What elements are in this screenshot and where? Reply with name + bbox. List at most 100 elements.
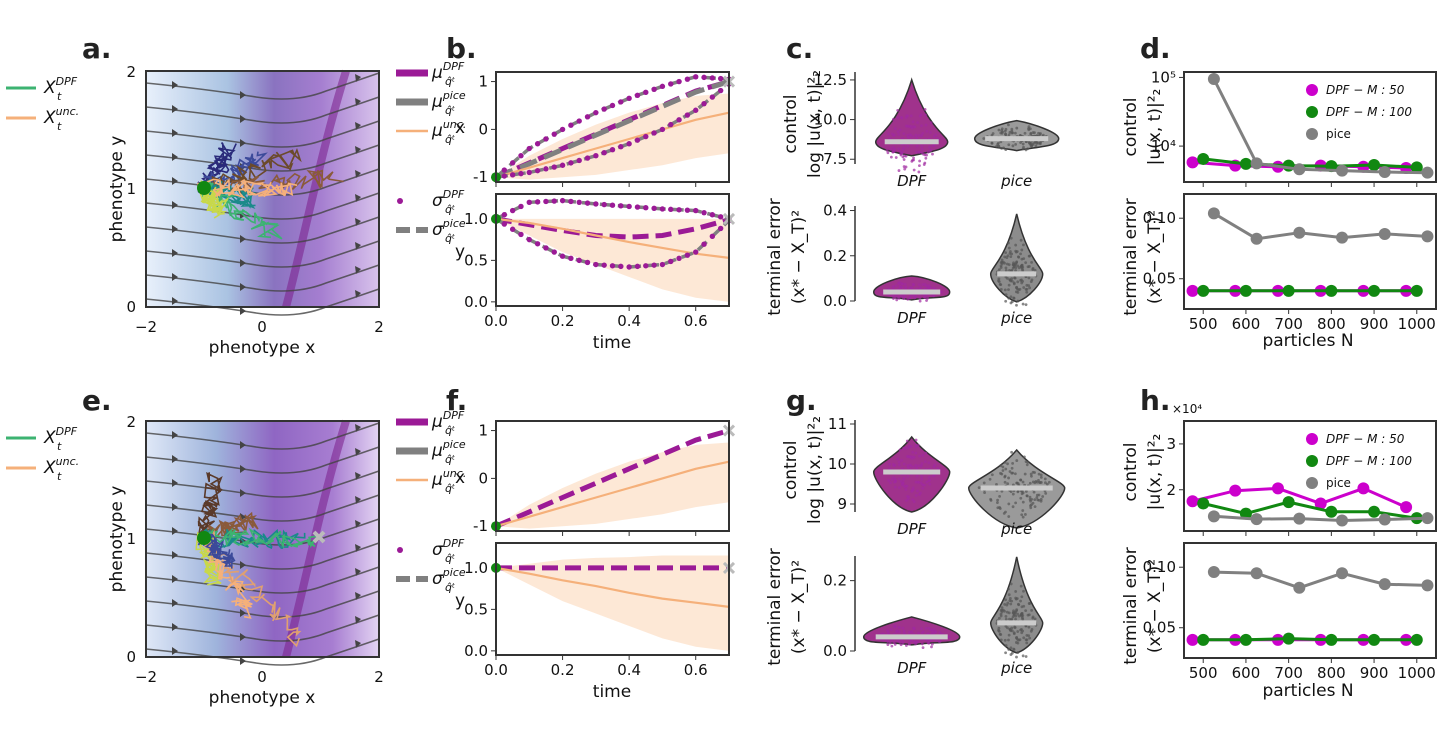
data-point xyxy=(1207,510,1220,523)
violin-point xyxy=(928,628,932,632)
violin-point xyxy=(1021,500,1025,504)
sigma-dpf-dot xyxy=(609,202,616,208)
violin-point xyxy=(921,486,925,490)
violin-point xyxy=(1014,250,1018,254)
violin-point xyxy=(1037,498,1041,502)
violin-point xyxy=(896,130,900,134)
violin-point xyxy=(898,448,902,452)
violin-point xyxy=(1014,590,1018,593)
violin-point xyxy=(911,283,915,287)
panel-f-y-vs-time: 0.0 0.2 0.4 0.6 0.0 0.5 1.0 xyxy=(464,542,736,679)
sigma-dpf-dot xyxy=(534,141,541,147)
violin-point xyxy=(902,132,906,136)
stream-arrow xyxy=(240,259,246,267)
violin-point xyxy=(1025,494,1029,498)
streamline xyxy=(145,192,380,220)
violin-point xyxy=(1021,147,1025,151)
violin-point xyxy=(1021,279,1025,283)
series-mu-dpf xyxy=(495,428,730,529)
violin-point xyxy=(917,464,921,468)
data-point xyxy=(1250,232,1263,245)
violin-point xyxy=(932,473,936,477)
violin-point xyxy=(909,464,913,468)
violin-point xyxy=(887,479,891,482)
trajectory xyxy=(197,177,298,199)
legend-label: DPF − M : 100 xyxy=(1326,105,1412,119)
data-point xyxy=(1378,227,1391,240)
violin-point xyxy=(917,631,920,635)
data-point xyxy=(1207,566,1220,579)
x-tick-label: 1000 xyxy=(1398,664,1436,682)
data-point xyxy=(1410,161,1423,174)
axes-frame xyxy=(145,420,380,658)
legend-label: μDPF q̂ᵗ xyxy=(431,409,465,437)
y-tick-label: 0.0 xyxy=(464,642,488,660)
violin-point xyxy=(1008,278,1012,282)
violin-point xyxy=(906,466,910,469)
sigma-dpf-dot xyxy=(651,262,657,268)
violin-point xyxy=(888,641,892,645)
series-mu-dpf xyxy=(495,216,730,240)
sigma-dpf-dot xyxy=(518,231,524,238)
sigma-dpf-dot xyxy=(526,169,532,176)
violin-point xyxy=(915,136,919,139)
series-sigma-pice xyxy=(495,198,730,221)
violin-body xyxy=(989,213,1044,303)
violin-point xyxy=(990,473,994,477)
violin-point xyxy=(932,286,936,290)
violin-point xyxy=(1037,479,1040,482)
violin-point xyxy=(898,128,902,132)
y-tick-label: 0 xyxy=(478,120,488,138)
violin-point xyxy=(1024,655,1028,658)
target-marker xyxy=(312,530,326,544)
trajectory xyxy=(197,534,253,619)
exponent-label: ×10⁴ xyxy=(1172,402,1202,416)
sigma-dpf-dot xyxy=(543,198,549,205)
violin-point xyxy=(913,640,916,644)
sigma-dpf-dot xyxy=(509,172,516,178)
violin-point xyxy=(927,475,931,479)
violin-point xyxy=(899,643,903,647)
violin-point xyxy=(1019,252,1022,256)
violin-point xyxy=(908,630,912,634)
violin-point xyxy=(895,628,899,632)
violin-point xyxy=(1003,480,1007,484)
sigma-dpf-dot xyxy=(509,207,516,214)
sigma-dpf-dot xyxy=(676,78,682,85)
violin-point xyxy=(928,131,932,134)
y-tick-label: 7.5 xyxy=(823,150,847,168)
sigma-dpf-dot xyxy=(601,106,607,112)
violin-point xyxy=(1022,636,1026,640)
x-axis-label: particles N xyxy=(1262,681,1353,701)
violin-point xyxy=(906,297,910,301)
violin-point xyxy=(921,483,925,487)
violin-point xyxy=(1024,303,1028,307)
violin-point xyxy=(1017,603,1021,607)
violin-point xyxy=(1029,504,1032,508)
sigma-dpf-dot xyxy=(701,209,707,216)
sigma-dpf-dot xyxy=(593,201,599,207)
series-line xyxy=(1213,212,1428,241)
y-axis-label: y xyxy=(455,591,465,611)
panel-h-control-vs-N: 2 3 DPF − M : 50 DPF − M : 100 pice xyxy=(1166,420,1437,536)
violin-point xyxy=(1047,480,1051,484)
violin-point xyxy=(904,488,908,491)
violin-point xyxy=(1004,269,1008,272)
violin-point xyxy=(915,150,918,154)
violin-point xyxy=(1007,288,1010,292)
violin-point xyxy=(1011,471,1015,475)
violin-point xyxy=(894,156,898,159)
stream-arrow xyxy=(172,105,178,113)
violin-point xyxy=(907,446,910,450)
sigma-dpf-dot xyxy=(584,155,591,161)
stream-arrow xyxy=(355,266,361,274)
y-tick-label: 0.0 xyxy=(823,292,847,310)
series-mu-unc xyxy=(495,460,730,528)
violin-point xyxy=(1034,144,1038,148)
violin-point xyxy=(1010,450,1014,454)
violin-point xyxy=(889,155,893,159)
panel-h-terminal-vs-N: 500 600 700 800 900 1000 0.05 0.10 xyxy=(1143,542,1437,682)
sigma-dpf-dot xyxy=(643,263,649,269)
y-tick: 0 xyxy=(126,648,136,666)
y-tick: 0 xyxy=(126,298,136,316)
